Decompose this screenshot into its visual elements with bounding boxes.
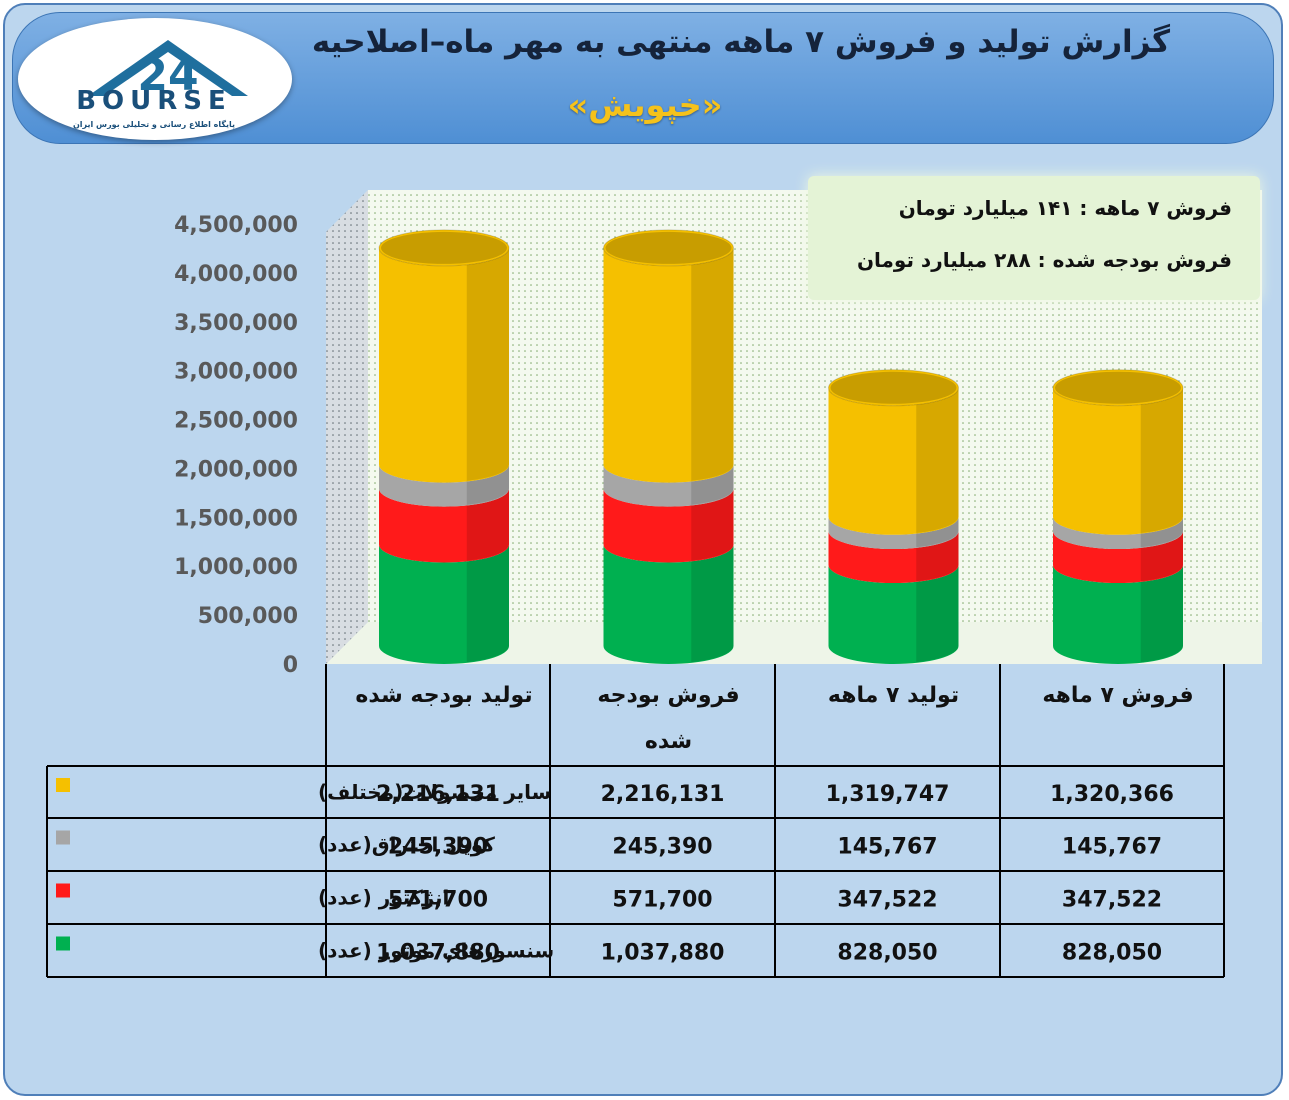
- bar-top-cap: [378, 229, 510, 267]
- bar-shade: [466, 488, 509, 561]
- y-axis: 0 500,000 1,000,000 1,500,000 2,000,000 2,500…: [174, 213, 298, 678]
- bar-shade: [916, 565, 959, 663]
- data-label: 347,522: [837, 888, 937, 913]
- bar-segment: [379, 464, 509, 507]
- bar-group: [603, 229, 734, 664]
- bar-segment: [1053, 531, 1183, 584]
- category-label: فروش بودجه: [597, 683, 739, 708]
- bar-segment: [828, 387, 959, 535]
- data-label: 571,700: [612, 888, 712, 913]
- bar-segment: [1053, 387, 1183, 535]
- bar-group: [828, 369, 959, 664]
- bourse24-logo: 24: [18, 18, 292, 140]
- bar-segment: [603, 544, 734, 664]
- page-title: گزارش تولید و فروش ۷ ماهه منتهی به مهر م…: [311, 24, 1170, 60]
- bar-segment: [1053, 565, 1183, 664]
- y-tick-label: 3,000,000: [174, 360, 298, 385]
- bar-top-cap: [603, 229, 734, 267]
- data-table: تولید بودجه شده فروش بودجه شده تولید ۷ ماهه…: [46, 664, 1225, 978]
- y-tick-label: 4,500,000: [174, 213, 298, 238]
- y-tick-label: 1,500,000: [174, 506, 298, 531]
- bar-segment: [828, 565, 959, 664]
- y-tick-label: 3,500,000: [174, 311, 298, 336]
- legend-key: [56, 936, 70, 951]
- category-label: فروش ۷ ماهه: [1042, 683, 1193, 708]
- bar-top-shade: [381, 231, 507, 264]
- bar-segment: [828, 516, 959, 550]
- data-label: 245,390: [612, 835, 712, 860]
- data-label: 828,050: [1062, 941, 1162, 966]
- bar-top-shade: [605, 231, 732, 264]
- series-name: سنسورهای موتور (عدد): [318, 939, 554, 963]
- bar-segment: [828, 531, 959, 584]
- bar-group: [378, 229, 510, 664]
- bar-shade: [466, 247, 509, 481]
- bar-segment: [379, 488, 509, 563]
- bar-shade: [466, 544, 509, 663]
- bar-shade: [691, 247, 734, 481]
- bar-group: [1052, 369, 1184, 664]
- bar-shade: [691, 544, 734, 663]
- sales-note: فروش ۷ ماهه : ۱۴۱ میلیارد تومان فروش بود…: [808, 176, 1260, 300]
- legend-key: [56, 778, 70, 792]
- bar-top-shade: [1055, 371, 1181, 404]
- y-tick-label: 2,500,000: [174, 409, 298, 434]
- y-tick-label: 2,000,000: [174, 457, 298, 482]
- y-tick-label: 4,000,000: [174, 262, 298, 287]
- series-name: انژکتور (عدد): [318, 886, 449, 910]
- bar-shade: [1140, 387, 1183, 534]
- legend-key: [56, 830, 70, 845]
- bar-shade: [1140, 565, 1183, 663]
- bar-segment: [1053, 516, 1183, 550]
- category-label: شده: [645, 729, 692, 754]
- data-label: 2,216,131: [376, 782, 500, 807]
- category-label: تولید بودجه شده: [355, 683, 532, 708]
- y-tick-label: 1,000,000: [174, 555, 298, 580]
- bar-segment: [379, 247, 509, 483]
- data-label: 828,050: [837, 941, 937, 966]
- floor: [326, 622, 1262, 664]
- bar-top-cap: [1052, 369, 1184, 407]
- data-label: 145,767: [837, 835, 937, 860]
- data-label: 347,522: [1062, 888, 1162, 913]
- data-label: 571,700: [388, 888, 488, 913]
- svg-text:24: 24: [137, 50, 198, 101]
- series-name: کویل احتراق(عدد): [318, 833, 495, 857]
- bar-top-shade: [830, 371, 957, 404]
- y-tick-label: 500,000: [198, 604, 298, 629]
- side-wall: [326, 190, 368, 664]
- data-label: 1,319,747: [826, 782, 950, 807]
- bar-segment: [603, 488, 734, 563]
- data-label: 1,037,880: [376, 941, 500, 966]
- category-label: تولید ۷ ماهه: [828, 683, 959, 708]
- bar-segment: [603, 247, 734, 483]
- legend-key: [56, 883, 70, 898]
- logo-subtext: پایگاه اطلاع رسانی و تحلیلی بورس ایران: [72, 120, 236, 129]
- data-label: 2,216,131: [601, 782, 725, 807]
- logo-text: BOURSE: [76, 86, 232, 116]
- data-label: 1,320,366: [1050, 782, 1174, 807]
- logo-mark-icon: 24: [88, 40, 248, 101]
- bar-top-cap: [828, 369, 959, 407]
- bar-shade: [691, 488, 734, 561]
- y-tick-label: 0: [283, 653, 298, 678]
- company-name: «خپویش»: [567, 86, 723, 124]
- note-line-7month-sales: فروش ۷ ماهه : ۱۴۱ میلیارد تومان: [898, 196, 1232, 220]
- chart-bars: [378, 229, 1184, 664]
- note-line-budget-sales: فروش بودجه شده : ۲۸۸ میلیارد تومان: [856, 248, 1232, 272]
- bar-segment: [379, 544, 509, 664]
- data-label: 245,390: [388, 835, 488, 860]
- series-name: سایر محصولات(مختلف): [318, 780, 551, 804]
- bar-shade: [916, 387, 959, 534]
- data-label: 1,037,880: [601, 941, 725, 966]
- bar-segment: [603, 464, 734, 507]
- data-label: 145,767: [1062, 835, 1162, 860]
